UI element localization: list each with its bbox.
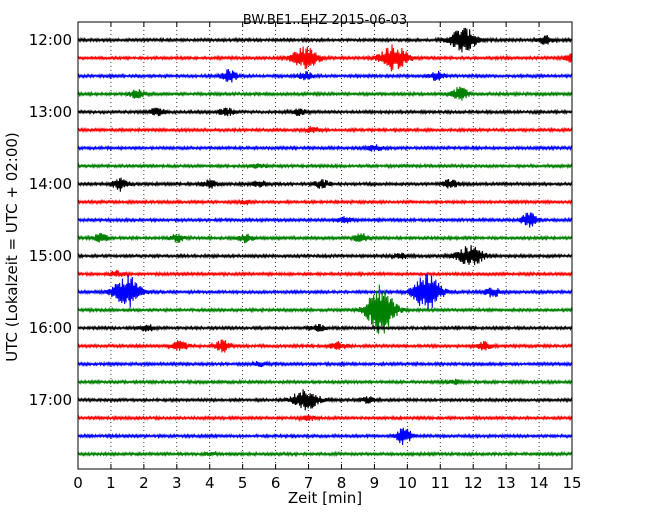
- seismic-trace: [77, 284, 573, 334]
- x-tick-label: 1: [106, 474, 116, 492]
- seismic-trace: [77, 69, 573, 83]
- seismic-trace: [77, 273, 573, 311]
- seismic-trace: [77, 427, 573, 446]
- x-tick-label: 3: [172, 474, 182, 492]
- y-tick-label: 14:00: [29, 175, 72, 193]
- seismic-trace: [77, 339, 573, 353]
- seismic-trace: [77, 360, 573, 368]
- x-tick-label: 2: [139, 474, 149, 492]
- seismic-trace: [77, 233, 573, 244]
- trace-group: [77, 27, 573, 458]
- seismic-trace: [77, 162, 573, 170]
- x-tick-label: 8: [337, 474, 347, 492]
- x-tick-label: 15: [562, 474, 581, 492]
- seismic-trace: [77, 107, 573, 117]
- seismic-trace: [77, 44, 573, 72]
- seismic-trace: [77, 126, 573, 134]
- x-tick-label: 0: [73, 474, 83, 492]
- y-tick-label: 15:00: [29, 247, 72, 265]
- seismic-trace: [77, 86, 573, 101]
- x-tick-label: 9: [370, 474, 380, 492]
- seismic-trace: [77, 269, 573, 278]
- seismic-trace: [77, 27, 573, 53]
- seismic-trace: [77, 389, 573, 411]
- plot-frame: [77, 21, 573, 470]
- y-tick-label: 12:00: [29, 31, 72, 49]
- x-tick-label: 11: [431, 474, 450, 492]
- x-tick-label: 10: [398, 474, 417, 492]
- chart-title: BW.BE1..EHZ 2015-06-03: [243, 13, 407, 28]
- x-tick-label: 12: [464, 474, 483, 492]
- x-tick-label: 14: [530, 474, 549, 492]
- seismic-trace: [77, 450, 573, 458]
- seismic-trace: [77, 245, 573, 265]
- ticks: 0 1 2 3 4 5 6 7 8 9 10 11 12 13 14 1512:0013:0014:0015:…: [29, 22, 582, 492]
- y-tick-label: 16:00: [29, 319, 72, 337]
- x-tick-label: 5: [238, 474, 248, 492]
- seismic-trace: [77, 144, 573, 152]
- seismic-trace: [77, 323, 573, 332]
- grid: [110, 22, 540, 469]
- seismic-trace: [77, 378, 573, 386]
- x-tick-label: 13: [497, 474, 516, 492]
- seismic-trace: [77, 198, 573, 206]
- seismic-trace: [77, 177, 573, 192]
- x-axis-label: Zeit [min]: [288, 489, 362, 507]
- x-tick-label: 4: [205, 474, 215, 492]
- y-axis-label: UTC (Lokalzeit = UTC + 02:00): [3, 132, 21, 362]
- x-tick-label: 6: [271, 474, 281, 492]
- y-tick-label: 13:00: [29, 103, 72, 121]
- seismic-trace: [77, 414, 573, 422]
- seismic-trace: [77, 212, 573, 228]
- x-tick-label: 7: [304, 474, 314, 492]
- y-tick-label: 17:00: [29, 391, 72, 409]
